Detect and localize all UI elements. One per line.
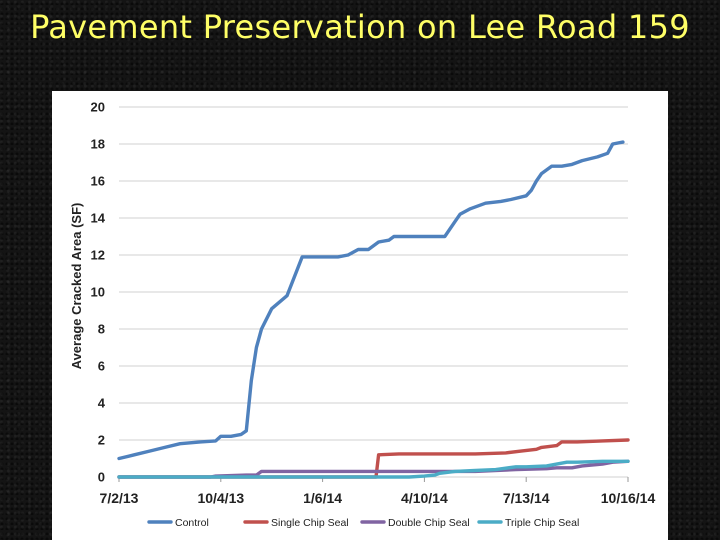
y-tick-label: 20	[91, 100, 105, 115]
y-tick-label: 12	[91, 248, 105, 263]
y-tick-label: 18	[91, 137, 105, 152]
series-line-triple-chip-seal	[117, 459, 630, 479]
y-axis-label: Average Cracked Area (SF)	[69, 203, 84, 370]
x-tick-label: 10/16/14	[601, 490, 656, 506]
y-tick-label: 10	[91, 285, 105, 300]
chart-grid	[119, 106, 628, 478]
x-tick-label: 7/13/14	[503, 490, 550, 506]
x-tick-label: 4/10/14	[401, 490, 448, 506]
series-line-control	[117, 140, 625, 461]
legend-label-control: Control	[175, 517, 209, 529]
x-tick-label: 7/2/13	[100, 490, 139, 506]
chart-series	[117, 140, 630, 479]
y-tick-label: 14	[91, 211, 106, 226]
slide-title: Pavement Preservation on Lee Road 159	[30, 8, 690, 46]
y-tick-label: 8	[98, 322, 105, 337]
chart-panel: 0 2 4 6 8 10 12 14 16 18 20 7/2/13 10/4/13 1/6/14 4/1…	[52, 91, 668, 540]
x-tick-label: 10/4/13	[197, 490, 244, 506]
x-tick-label: 1/6/14	[303, 490, 342, 506]
legend-label-single-chip-seal: Single Chip Seal	[271, 517, 349, 529]
y-tick-label: 4	[98, 396, 106, 411]
y-tick-label: 0	[98, 470, 105, 485]
y-tick-label: 2	[98, 433, 105, 448]
legend-label-triple-chip-seal: Triple Chip Seal	[505, 517, 579, 529]
y-tick-label: 6	[98, 359, 105, 374]
x-axis-ticks: 7/2/13 10/4/13 1/6/14 4/10/14 7/13/14 10/16/1…	[100, 477, 656, 506]
line-chart: 0 2 4 6 8 10 12 14 16 18 20 7/2/13 10/4/13 1/6/14 4/1…	[69, 100, 656, 530]
legend-label-double-chip-seal: Double Chip Seal	[388, 517, 470, 529]
chart-legend: Control Single Chip Seal Double Chip Seal T…	[147, 517, 579, 529]
y-axis-ticks: 0 2 4 6 8 10 12 14 16 18 20	[91, 100, 106, 485]
y-tick-label: 16	[91, 174, 105, 189]
